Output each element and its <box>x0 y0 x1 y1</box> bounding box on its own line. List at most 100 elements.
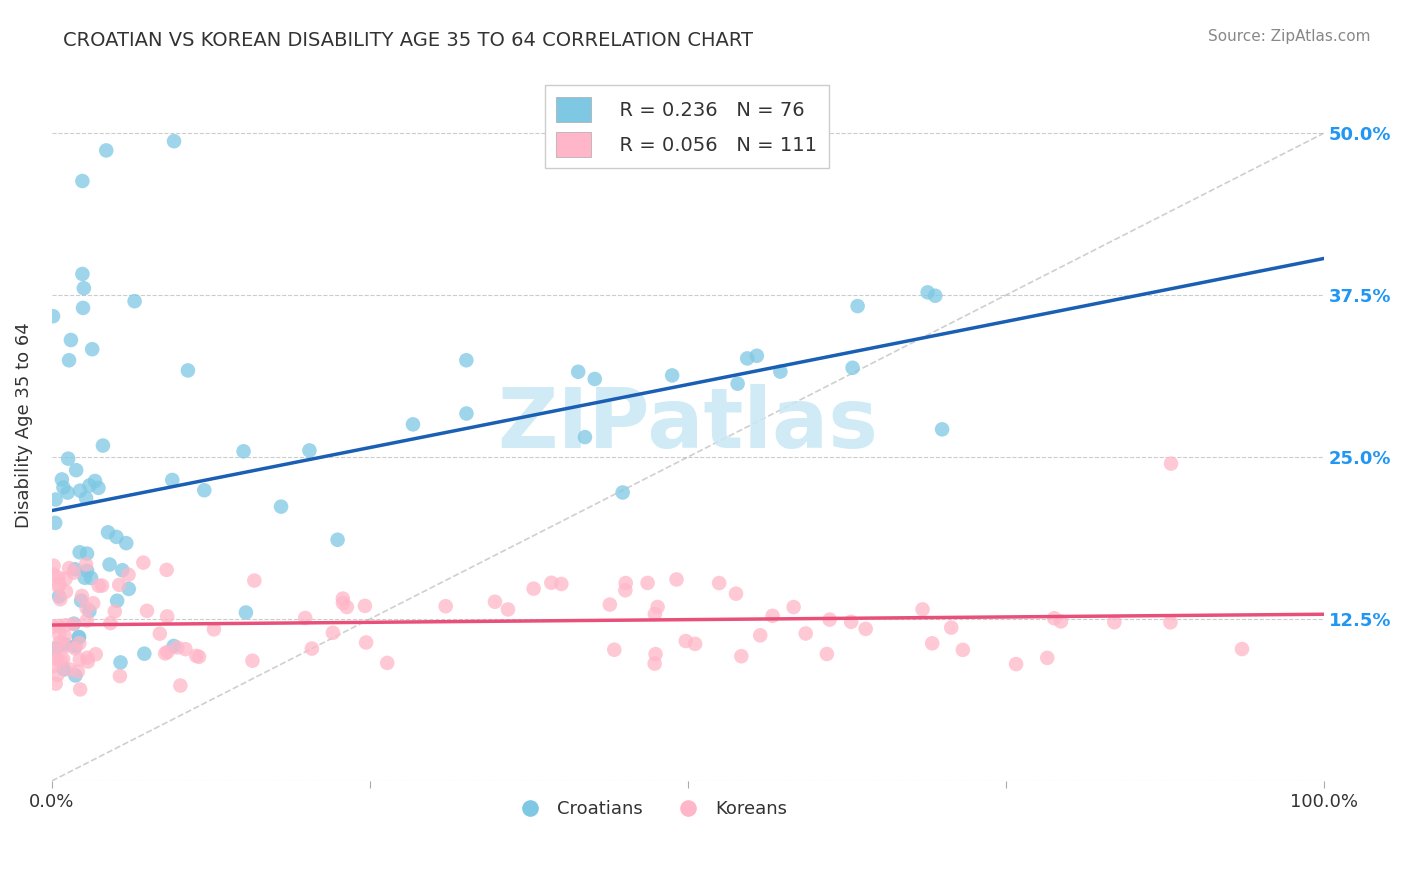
Point <box>42 567 65 582</box>
Point <box>707 576 730 591</box>
Point <box>69 652 91 666</box>
Point <box>65 463 87 477</box>
Point <box>1050 615 1073 629</box>
Point <box>108 669 131 683</box>
Point <box>730 649 752 664</box>
Point <box>87 481 110 495</box>
Point <box>117 567 139 582</box>
Point <box>603 642 626 657</box>
Point <box>326 533 349 547</box>
Point <box>80 571 103 585</box>
Point <box>186 648 208 663</box>
Point <box>841 360 863 375</box>
Point <box>354 599 377 613</box>
Point <box>818 613 841 627</box>
Point <box>456 407 478 421</box>
Point <box>42 620 65 634</box>
Point <box>104 604 127 618</box>
Point <box>110 656 132 670</box>
Point <box>169 679 191 693</box>
Point <box>63 616 86 631</box>
Point <box>98 558 121 572</box>
Point <box>614 583 637 598</box>
Point <box>855 622 877 636</box>
Point <box>42 309 65 323</box>
Point <box>76 650 98 665</box>
Point <box>42 659 65 673</box>
Point <box>44 644 66 658</box>
Point <box>70 593 93 607</box>
Point <box>75 558 97 572</box>
Point <box>941 621 963 635</box>
Point <box>46 570 69 584</box>
Point <box>59 662 82 676</box>
Point <box>354 635 377 649</box>
Point <box>1036 650 1059 665</box>
Point <box>917 285 939 300</box>
Point <box>188 649 211 664</box>
Point <box>156 645 179 659</box>
Point <box>52 662 75 676</box>
Point <box>675 634 697 648</box>
Point <box>72 267 94 281</box>
Point <box>163 639 186 653</box>
Point <box>67 636 90 650</box>
Point <box>62 617 84 632</box>
Point <box>111 563 134 577</box>
Point <box>87 579 110 593</box>
Point <box>1005 657 1028 671</box>
Point <box>761 608 783 623</box>
Point <box>49 592 72 607</box>
Point <box>1104 615 1126 630</box>
Point <box>155 563 177 577</box>
Point <box>724 587 747 601</box>
Point <box>136 604 159 618</box>
Point <box>76 547 98 561</box>
Y-axis label: Disability Age 35 to 64: Disability Age 35 to 64 <box>15 322 32 528</box>
Point <box>749 628 772 642</box>
Point <box>45 652 67 666</box>
Point <box>115 536 138 550</box>
Point <box>162 473 184 487</box>
Point <box>298 443 321 458</box>
Point <box>76 614 98 628</box>
Point <box>52 481 75 495</box>
Point <box>202 623 225 637</box>
Point <box>132 556 155 570</box>
Point <box>336 599 359 614</box>
Point <box>614 576 637 591</box>
Point <box>48 577 70 591</box>
Point <box>100 616 122 631</box>
Point <box>322 625 344 640</box>
Point <box>683 637 706 651</box>
Point <box>79 478 101 492</box>
Point <box>242 654 264 668</box>
Point <box>661 368 683 383</box>
Point <box>67 630 90 644</box>
Point <box>59 333 82 347</box>
Point <box>177 363 200 377</box>
Point <box>48 619 70 633</box>
Point <box>65 640 87 654</box>
Legend: Croatians, Koreans: Croatians, Koreans <box>505 793 794 825</box>
Point <box>91 439 114 453</box>
Point <box>118 582 141 596</box>
Point <box>769 365 792 379</box>
Point <box>794 626 817 640</box>
Point <box>49 654 72 668</box>
Point <box>294 611 316 625</box>
Point <box>69 545 91 559</box>
Point <box>48 635 70 649</box>
Point <box>924 289 946 303</box>
Point <box>952 643 974 657</box>
Point <box>91 579 114 593</box>
Point <box>63 562 86 576</box>
Point <box>45 641 67 656</box>
Point <box>1160 457 1182 471</box>
Point <box>82 342 104 356</box>
Point <box>332 591 354 606</box>
Point <box>166 640 188 655</box>
Point <box>567 365 589 379</box>
Point <box>156 609 179 624</box>
Text: ZIPatlas: ZIPatlas <box>498 384 879 466</box>
